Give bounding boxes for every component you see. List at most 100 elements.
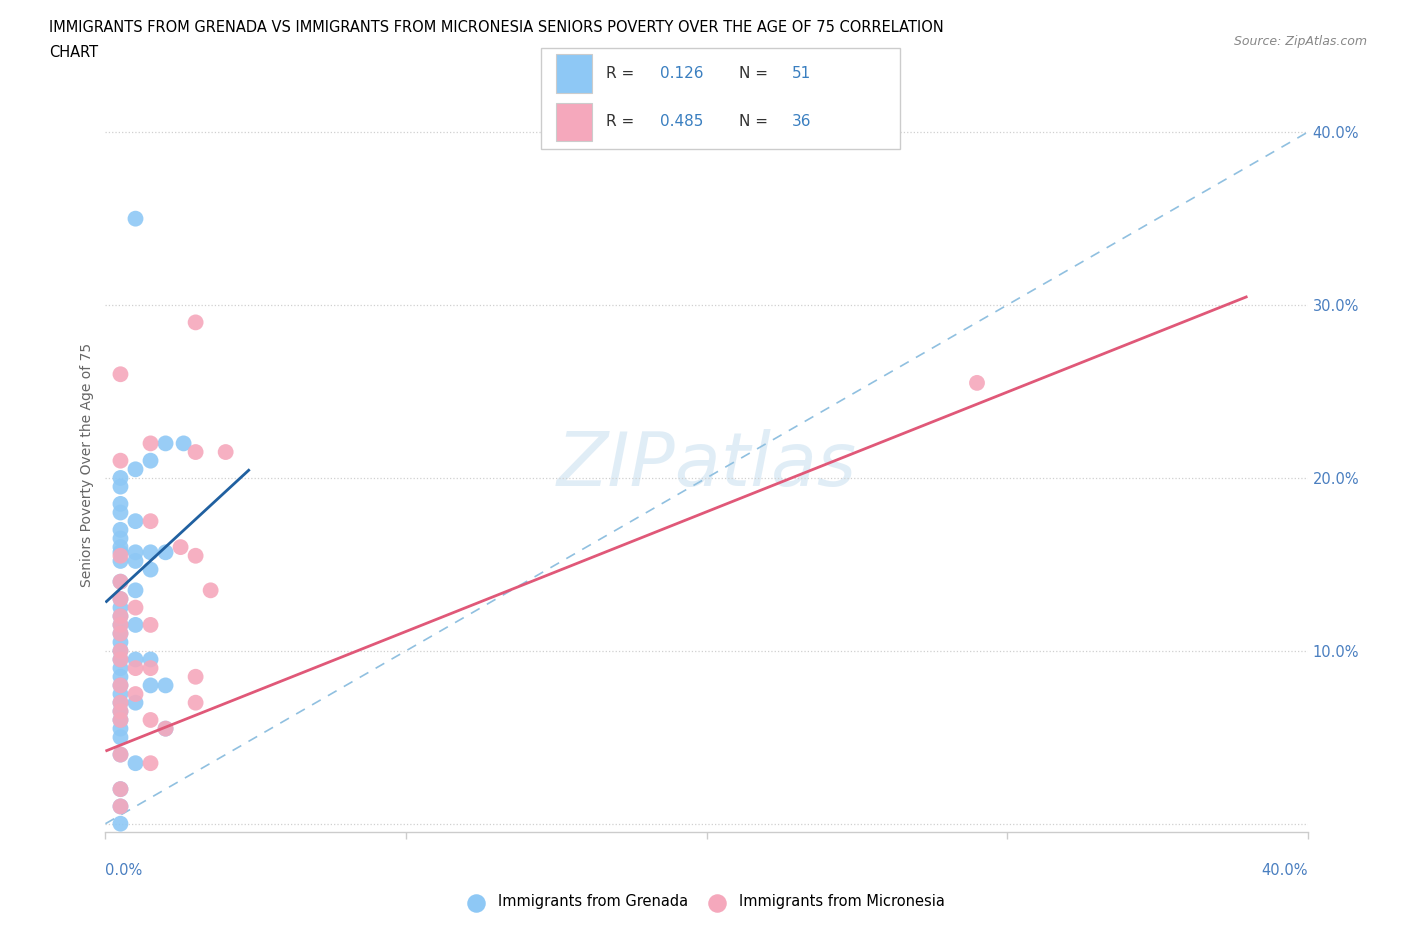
Point [110, 712, 132, 727]
Point [110, 721, 132, 736]
Point [110, 635, 132, 650]
Point [110, 574, 132, 589]
Point [110, 686, 132, 701]
Point [200, 583, 222, 598]
Point [124, 513, 146, 528]
Point [184, 696, 207, 711]
Point [110, 652, 132, 667]
Point [110, 782, 132, 797]
Text: IMMIGRANTS FROM GRENADA VS IMMIGRANTS FROM MICRONESIA SENIORS POVERTY OVER THE A: IMMIGRANTS FROM GRENADA VS IMMIGRANTS FR… [49, 20, 943, 35]
Point [110, 730, 132, 745]
Point [110, 591, 132, 606]
Point [124, 696, 146, 711]
Point [124, 660, 146, 675]
Text: 0.0%: 0.0% [105, 863, 142, 878]
Text: 36: 36 [793, 114, 811, 129]
Point [110, 626, 132, 641]
Point [110, 531, 132, 546]
Point [110, 505, 132, 520]
Point [110, 644, 132, 658]
Point [110, 799, 132, 814]
Point [110, 799, 132, 814]
Point [110, 591, 132, 606]
Point [124, 652, 146, 667]
Point [155, 721, 177, 736]
Point [184, 445, 207, 459]
Point [139, 562, 162, 577]
Point [110, 644, 132, 658]
Point [184, 315, 207, 330]
Point [124, 756, 146, 771]
Text: Source: ZipAtlas.com: Source: ZipAtlas.com [1233, 35, 1367, 48]
Point [124, 545, 146, 560]
Point [110, 453, 132, 468]
Point [110, 626, 132, 641]
Point [139, 712, 162, 727]
Point [110, 678, 132, 693]
Point [124, 686, 146, 701]
Point [110, 366, 132, 381]
Point [110, 545, 132, 560]
Point [110, 747, 132, 762]
Point [110, 696, 132, 711]
Point [110, 782, 132, 797]
FancyBboxPatch shape [555, 54, 592, 93]
Point [110, 600, 132, 615]
Point [155, 721, 177, 736]
Text: R =: R = [606, 66, 638, 81]
Point [110, 549, 132, 564]
Point [110, 618, 132, 632]
Point [110, 678, 132, 693]
Point [110, 704, 132, 719]
Point [155, 436, 177, 451]
Point [110, 652, 132, 667]
Point [110, 696, 132, 711]
Text: N =: N = [738, 114, 772, 129]
Point [139, 678, 162, 693]
Text: CHART: CHART [49, 45, 98, 60]
Point [184, 549, 207, 564]
Point [124, 211, 146, 226]
Point [173, 436, 195, 451]
Text: ZIPatlas: ZIPatlas [557, 429, 856, 501]
Point [124, 600, 146, 615]
Point [110, 660, 132, 675]
Point [110, 618, 132, 632]
Point [110, 574, 132, 589]
Point [124, 583, 146, 598]
Point [214, 445, 236, 459]
FancyBboxPatch shape [555, 102, 592, 140]
Point [110, 523, 132, 538]
Text: N =: N = [738, 66, 772, 81]
Point [139, 545, 162, 560]
Point [110, 553, 132, 568]
Legend: Immigrants from Grenada, Immigrants from Micronesia: Immigrants from Grenada, Immigrants from… [456, 888, 950, 915]
Point [124, 618, 146, 632]
Point [110, 497, 132, 512]
Point [155, 545, 177, 560]
Text: 40.0%: 40.0% [1261, 863, 1308, 878]
Point [110, 670, 132, 684]
Point [110, 479, 132, 494]
Point [124, 462, 146, 477]
Point [155, 678, 177, 693]
Point [110, 609, 132, 624]
Point [110, 747, 132, 762]
Point [124, 553, 146, 568]
Point [110, 539, 132, 554]
Point [110, 704, 132, 719]
Point [139, 618, 162, 632]
Point [110, 817, 132, 831]
Text: 0.126: 0.126 [659, 66, 703, 81]
Point [966, 376, 988, 391]
FancyBboxPatch shape [541, 48, 900, 149]
Point [110, 471, 132, 485]
Point [169, 539, 191, 554]
Point [139, 652, 162, 667]
Point [139, 453, 162, 468]
Text: R =: R = [606, 114, 638, 129]
Point [139, 436, 162, 451]
Y-axis label: Seniors Poverty Over the Age of 75: Seniors Poverty Over the Age of 75 [80, 343, 94, 587]
Point [139, 660, 162, 675]
Point [139, 756, 162, 771]
